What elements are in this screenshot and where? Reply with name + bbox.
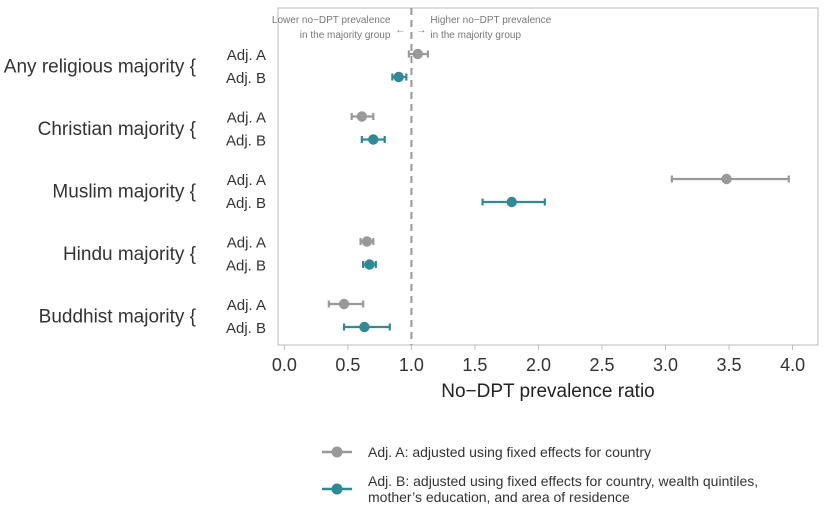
estimate-rows: Adj. A Adj. B Adj. A Adj. B Adj. A Adj. B Adj.… <box>226 47 790 337</box>
group-label: Christian majority { <box>38 119 197 140</box>
legend-marker-icon <box>331 446 343 458</box>
estimate-row: Adj. A <box>227 297 365 314</box>
point-estimate-marker <box>361 236 373 247</box>
x-tick-label: 0.0 <box>272 355 297 375</box>
row-label: Adj. B <box>226 195 266 212</box>
left-arrow-icon: ← <box>395 25 405 36</box>
estimate-row: Adj. B <box>226 320 391 337</box>
plot-frame <box>277 7 819 346</box>
estimate-row: Adj. B <box>226 133 386 150</box>
point-estimate-marker <box>356 111 368 122</box>
estimate-row: Adj. A <box>227 235 375 252</box>
x-tick-label: 4.0 <box>780 355 805 375</box>
legend-label: Adj. A: adjusted using fixed effects for… <box>368 444 651 460</box>
annotation-higher-line2: in the majority group <box>430 30 521 41</box>
row-label: Adj. B <box>226 70 266 87</box>
point-estimate-marker <box>359 321 370 333</box>
x-tick-label: 0.5 <box>335 355 360 375</box>
legend-marker-icon <box>331 483 343 495</box>
estimate-row: Adj. B <box>226 195 546 212</box>
point-estimate-marker <box>338 298 350 310</box>
point-estimate-marker <box>412 48 423 60</box>
x-tick-label: 1.5 <box>462 355 487 375</box>
row-label: Adj. A <box>227 235 266 252</box>
legend: Adj. A: adjusted using fixed effects for… <box>322 444 758 505</box>
annotation-lower-line1: Lower no−DPT prevalence <box>272 15 391 26</box>
estimate-row: Adj. A <box>227 172 790 189</box>
x-tick-label: 3.0 <box>653 355 678 375</box>
row-label: Adj. B <box>226 320 266 337</box>
estimate-row: Adj. B <box>226 70 408 87</box>
group-label: Hindu majority { <box>63 244 197 265</box>
x-axis-title: No−DPT prevalence ratio <box>441 381 655 402</box>
legend-label: Adj. B: adjusted using fixed effects for… <box>368 473 758 489</box>
row-label: Adj. A <box>227 172 266 189</box>
x-tick-label: 2.0 <box>526 355 551 375</box>
legend-item: Adj. B: adjusted using fixed effects for… <box>322 473 758 505</box>
group-label: Any religious majority { <box>4 57 197 78</box>
direction-annotations: Lower no−DPT prevalence in the majority … <box>272 15 552 41</box>
group-label: Buddhist majority { <box>39 307 197 328</box>
x-axis-ticks: 0.0 0.5 1.0 1.5 2.0 2.5 3.0 3.5 4.0 <box>272 345 805 375</box>
x-tick-label: 1.0 <box>399 355 424 375</box>
annotation-lower-line2: in the majority group <box>300 30 391 41</box>
group-label: Muslim majority { <box>52 182 196 203</box>
row-label: Adj. B <box>226 258 266 275</box>
group-labels: Any religious majority { Christian majori… <box>4 57 197 328</box>
point-estimate-marker <box>506 196 517 208</box>
legend-item: Adj. A: adjusted using fixed effects for… <box>322 444 651 460</box>
legend-label: mother’s education, and area of residenc… <box>368 489 630 505</box>
row-label: Adj. A <box>227 297 266 314</box>
annotation-higher-line1: Higher no−DPT prevalence <box>430 15 551 26</box>
row-label: Adj. A <box>227 47 266 64</box>
row-label: Adj. A <box>227 110 266 127</box>
right-arrow-icon: → <box>416 25 426 36</box>
point-estimate-marker <box>364 259 375 270</box>
row-label: Adj. B <box>226 133 266 150</box>
estimate-row: Adj. B <box>226 258 377 275</box>
point-estimate-marker <box>393 71 404 83</box>
x-tick-label: 3.5 <box>717 355 742 375</box>
point-estimate-marker <box>721 173 732 185</box>
x-tick-label: 2.5 <box>589 355 614 375</box>
estimate-row: Adj. A <box>227 47 430 64</box>
point-estimate-marker <box>368 134 379 145</box>
estimate-row: Adj. A <box>227 110 375 127</box>
